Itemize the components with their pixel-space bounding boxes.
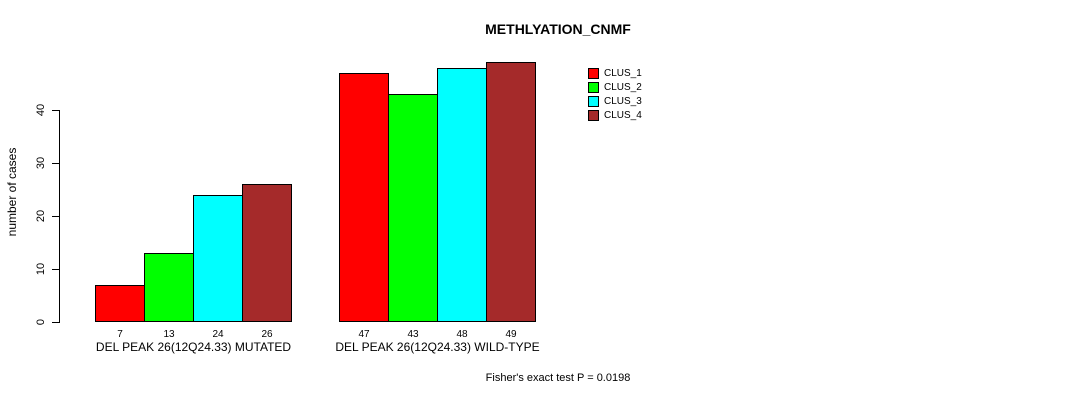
y-axis-line xyxy=(59,110,60,323)
y-axis-label: number of cases xyxy=(5,147,19,237)
bar-clus_2 xyxy=(144,253,194,322)
y-tick-label: 20 xyxy=(35,209,47,223)
bar-value-label: 47 xyxy=(358,329,370,340)
bar-clus_4 xyxy=(486,62,536,322)
legend-swatch-icon xyxy=(588,82,599,93)
bar-value-label: 48 xyxy=(456,329,468,340)
bar-clus_3 xyxy=(437,68,487,322)
group-label: DEL PEAK 26(12Q24.33) MUTATED xyxy=(95,340,292,354)
y-tick xyxy=(52,216,59,217)
legend-swatch-icon xyxy=(588,110,599,121)
y-tick xyxy=(52,269,59,270)
bar-value-label: 7 xyxy=(117,329,123,340)
bar-clus_4 xyxy=(242,184,292,322)
legend-label: CLUS_1 xyxy=(604,68,642,79)
footnote: Fisher's exact test P = 0.0198 xyxy=(485,372,631,384)
y-tick xyxy=(52,110,59,111)
bar-clus_1 xyxy=(339,73,389,322)
bar-clus_3 xyxy=(193,195,243,322)
bar-value-label: 13 xyxy=(163,329,175,340)
bar-value-label: 26 xyxy=(261,329,273,340)
legend-swatch-icon xyxy=(588,96,599,107)
bar-value-label: 24 xyxy=(212,329,224,340)
y-tick-label: 30 xyxy=(35,156,47,170)
legend-label: CLUS_2 xyxy=(604,82,642,93)
legend-swatch-icon xyxy=(588,68,599,79)
y-tick xyxy=(52,322,59,323)
legend-label: CLUS_3 xyxy=(604,96,642,107)
y-tick-label: 10 xyxy=(35,262,47,276)
bar-clus_1 xyxy=(95,285,145,322)
y-tick-label: 40 xyxy=(35,103,47,117)
group-label: DEL PEAK 26(12Q24.33) WILD-TYPE xyxy=(335,340,540,354)
bar-value-label: 43 xyxy=(407,329,419,340)
y-tick xyxy=(52,163,59,164)
legend-label: CLUS_4 xyxy=(604,110,642,121)
chart-title: METHLYATION_CNMF xyxy=(485,21,631,37)
bar-value-label: 49 xyxy=(505,329,517,340)
y-tick-label: 0 xyxy=(35,318,47,326)
bar-clus_2 xyxy=(388,94,438,322)
